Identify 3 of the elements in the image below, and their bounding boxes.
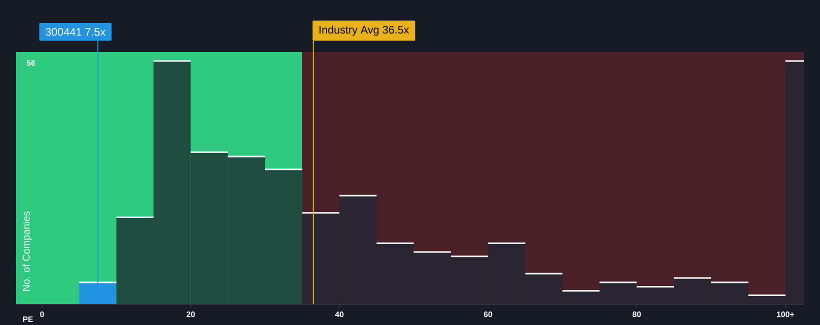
y-axis-title: No. of Companies xyxy=(22,211,32,291)
ref-line-label: Industry Avg 36.5x xyxy=(320,25,409,36)
ref-line-label: 300441 7.5x xyxy=(46,28,106,36)
